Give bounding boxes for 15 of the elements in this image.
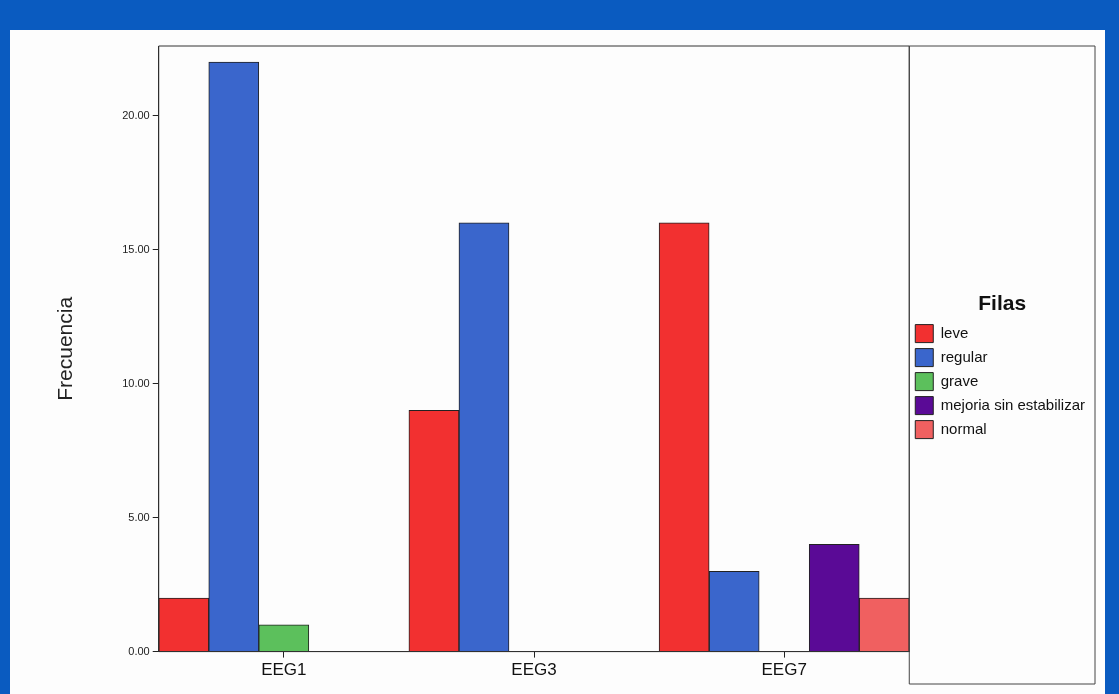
y-tick-label: 20.00 <box>122 108 150 121</box>
legend-label: grave <box>940 371 979 389</box>
legend-label: leve <box>940 323 969 341</box>
legend-label: regular <box>940 347 988 365</box>
legend-label: mejoria sin estabilizar <box>940 395 1086 413</box>
x-tick-label: EEG3 <box>511 660 557 680</box>
x-tick-label: EEG7 <box>761 660 807 680</box>
y-tick-label: 10.00 <box>122 376 150 389</box>
x-tick-label: EEG1 <box>261 660 307 680</box>
legend-title: Filas <box>978 290 1027 314</box>
y-axis-title: Frecuencia <box>53 296 77 401</box>
y-tick-label: 0.00 <box>128 644 150 657</box>
legend-label: normal <box>940 419 987 437</box>
y-tick-label: 15.00 <box>122 242 150 255</box>
y-tick-label: 5.00 <box>128 510 150 523</box>
